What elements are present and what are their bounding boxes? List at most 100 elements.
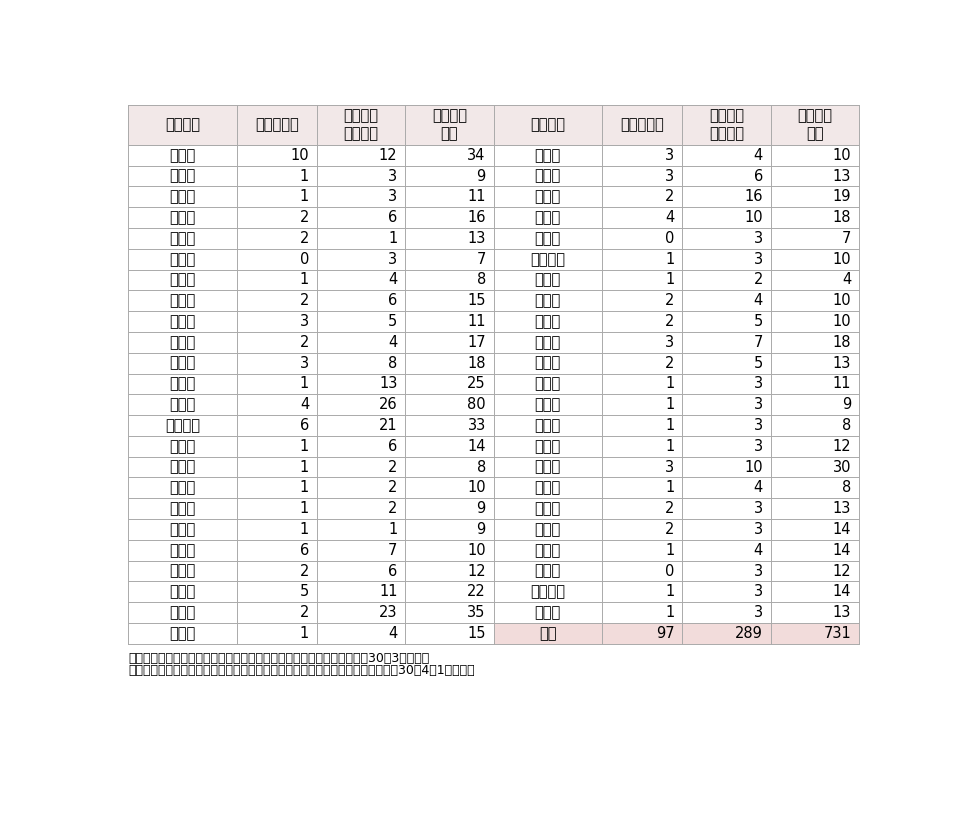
Text: 1: 1 <box>299 480 309 496</box>
Text: 大阪府: 大阪府 <box>534 189 560 205</box>
Bar <box>770 312 859 332</box>
Text: 2: 2 <box>665 356 674 371</box>
Text: 34: 34 <box>467 148 485 163</box>
Bar <box>494 436 602 457</box>
Bar <box>602 332 682 353</box>
Bar <box>405 540 493 561</box>
Text: 1: 1 <box>299 272 309 288</box>
Text: 14: 14 <box>833 584 851 599</box>
Text: 青森県: 青森県 <box>169 169 195 183</box>
Bar <box>494 623 602 644</box>
Text: 11: 11 <box>833 376 851 391</box>
Text: 80: 80 <box>467 397 485 412</box>
Text: 新潟県: 新潟県 <box>169 439 195 454</box>
Text: 鳥取県: 鳥取県 <box>534 272 560 288</box>
Text: 13: 13 <box>833 501 851 516</box>
Text: 3: 3 <box>665 148 674 163</box>
Text: 12: 12 <box>378 148 398 163</box>
Text: 10: 10 <box>744 459 763 474</box>
Bar <box>237 187 317 207</box>
Bar <box>317 498 405 519</box>
Text: 15: 15 <box>467 626 485 641</box>
Text: 2: 2 <box>388 459 398 474</box>
Bar <box>128 373 237 395</box>
Text: 3: 3 <box>388 252 398 266</box>
Bar <box>128 145 237 165</box>
Text: 救命救急センター、災害拠点病院は、厚生労働省資料より内閣府作成（平成30年4月1日現在）: 救命救急センター、災害拠点病院は、厚生労働省資料より内閣府作成（平成30年4月1… <box>128 664 475 677</box>
Bar <box>405 207 493 228</box>
Text: 2: 2 <box>388 501 398 516</box>
Bar <box>128 540 237 561</box>
Text: 2: 2 <box>299 605 309 620</box>
Text: 3: 3 <box>665 459 674 474</box>
Bar <box>237 207 317 228</box>
Bar <box>405 353 493 373</box>
Bar <box>317 353 405 373</box>
Bar <box>317 540 405 561</box>
Text: 1: 1 <box>299 169 309 183</box>
Text: 8: 8 <box>477 459 485 474</box>
Text: 石川県: 石川県 <box>169 480 195 496</box>
Bar <box>128 228 237 249</box>
Text: 3: 3 <box>754 501 763 516</box>
Text: 3: 3 <box>388 189 398 205</box>
Bar <box>682 104 770 145</box>
Text: 熊本県: 熊本県 <box>534 522 560 537</box>
Text: 289: 289 <box>735 626 763 641</box>
Text: 災害拠点
病院: 災害拠点 病院 <box>797 109 832 141</box>
Text: 13: 13 <box>467 231 485 246</box>
Bar <box>682 436 770 457</box>
Text: 福井県: 福井県 <box>169 501 195 516</box>
Bar <box>237 312 317 332</box>
Bar <box>494 581 602 603</box>
Text: 静岡県: 静岡県 <box>169 584 195 599</box>
Bar <box>405 415 493 436</box>
Text: 埼玉県: 埼玉県 <box>169 356 195 371</box>
Bar <box>682 519 770 540</box>
Bar <box>602 436 682 457</box>
Text: 1: 1 <box>299 501 309 516</box>
Text: 1: 1 <box>299 439 309 454</box>
Text: 6: 6 <box>388 439 398 454</box>
Text: 23: 23 <box>379 605 398 620</box>
Bar <box>237 165 317 187</box>
Bar <box>494 249 602 270</box>
Text: 17: 17 <box>467 335 485 350</box>
Bar <box>317 249 405 270</box>
Text: 10: 10 <box>467 543 485 558</box>
Bar <box>494 332 602 353</box>
Bar <box>494 457 602 478</box>
Text: 3: 3 <box>754 522 763 537</box>
Text: 10: 10 <box>833 314 851 329</box>
Text: 22: 22 <box>467 584 485 599</box>
Bar <box>317 457 405 478</box>
Text: 2: 2 <box>665 501 674 516</box>
Bar <box>237 457 317 478</box>
Text: 13: 13 <box>833 356 851 371</box>
Bar <box>770 540 859 561</box>
Bar <box>602 228 682 249</box>
Bar <box>405 290 493 312</box>
Text: 12: 12 <box>833 439 851 454</box>
Bar <box>317 395 405 415</box>
Text: 鹿児島県: 鹿児島県 <box>531 584 565 599</box>
Bar <box>770 145 859 165</box>
Bar <box>602 603 682 623</box>
Bar <box>602 581 682 603</box>
Bar <box>682 290 770 312</box>
Bar <box>602 519 682 540</box>
Bar <box>770 519 859 540</box>
Bar <box>128 457 237 478</box>
Text: 9: 9 <box>842 397 851 412</box>
Text: 4: 4 <box>754 543 763 558</box>
Bar <box>494 145 602 165</box>
Text: 3: 3 <box>665 169 674 183</box>
Bar <box>237 395 317 415</box>
Text: 1: 1 <box>299 626 309 641</box>
Text: 5: 5 <box>388 314 398 329</box>
Text: 0: 0 <box>299 252 309 266</box>
Bar <box>405 498 493 519</box>
Text: 3: 3 <box>754 564 763 579</box>
Text: 2: 2 <box>299 231 309 246</box>
Bar <box>770 353 859 373</box>
